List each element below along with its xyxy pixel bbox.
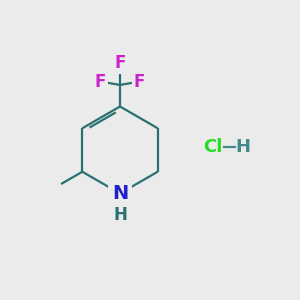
Text: F: F [114, 54, 126, 72]
Text: H: H [113, 206, 127, 224]
Text: F: F [134, 73, 145, 91]
Text: F: F [95, 73, 106, 91]
Text: H: H [236, 138, 250, 156]
Text: Cl: Cl [203, 138, 223, 156]
Text: N: N [112, 184, 128, 203]
